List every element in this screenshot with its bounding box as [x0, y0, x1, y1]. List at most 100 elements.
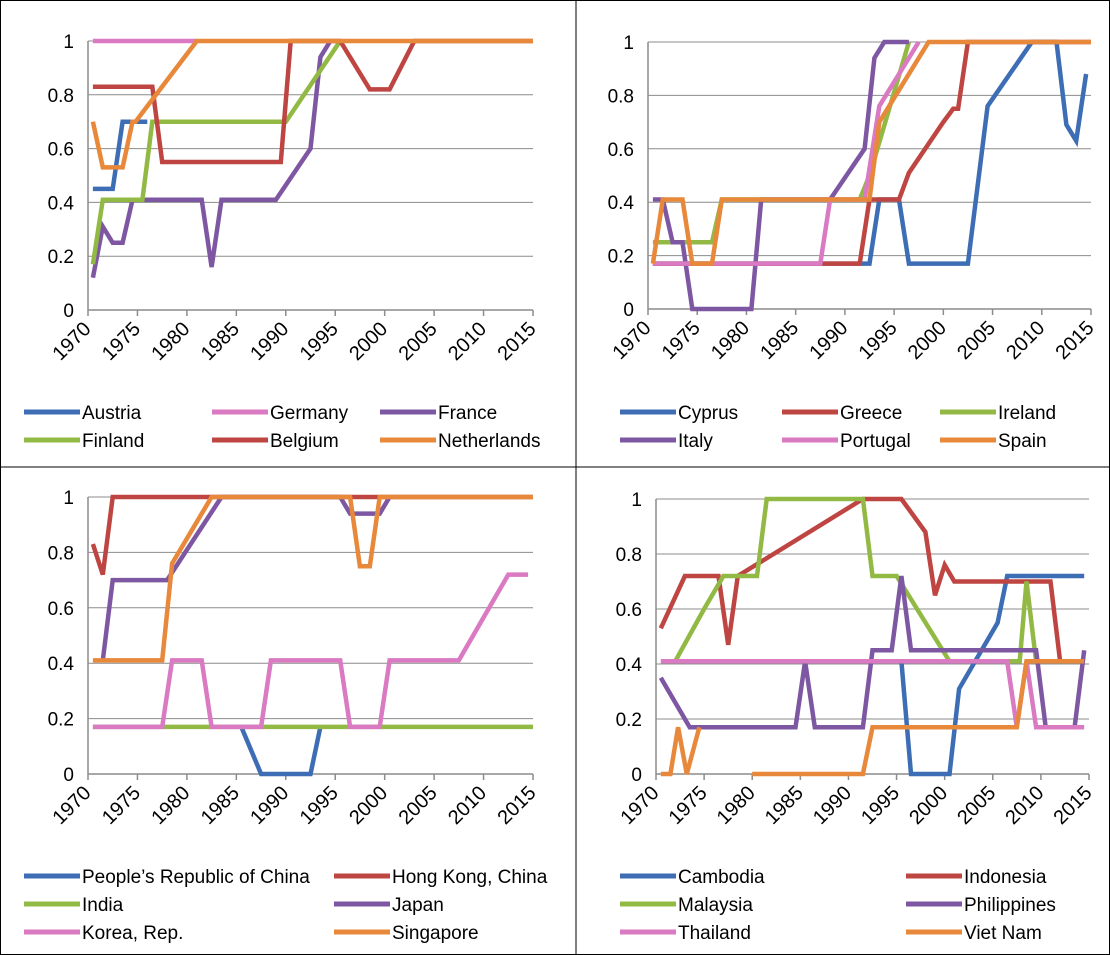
x-tick-label: 1980 — [713, 782, 760, 829]
x-tick-label: 2010 — [444, 782, 491, 829]
series-line — [90, 38, 533, 170]
x-tick-label: 2015 — [494, 782, 541, 829]
series-line — [652, 41, 912, 245]
x-tick-label: 1995 — [296, 782, 343, 829]
x-tick-label: 1975 — [665, 782, 712, 829]
y-tick-label: 1 — [63, 32, 74, 53]
series-line — [90, 39, 343, 265]
x-tick-label: 1985 — [761, 782, 808, 829]
x-tick-label: 1990 — [805, 317, 852, 364]
x-tick-label: 1980 — [147, 782, 194, 829]
y-tick-label: 0.2 — [48, 247, 74, 268]
series-line — [100, 494, 392, 661]
legend-item: India — [24, 895, 124, 916]
series-line — [90, 39, 333, 279]
legend-label: Malaysia — [678, 895, 753, 916]
legend-label: Viet Nam — [964, 923, 1042, 944]
y-tick-label: 0.4 — [48, 193, 75, 214]
legend-label: Finland — [82, 431, 144, 452]
series-line — [673, 496, 1039, 664]
legend-item: Netherlands — [380, 431, 540, 452]
y-tick-label: 0 — [623, 300, 634, 321]
x-tick-label: 1990 — [246, 782, 293, 829]
x-tick-label: 1970 — [49, 318, 96, 365]
x-tick-label: 1990 — [809, 782, 856, 829]
x-tick-label: 1990 — [246, 318, 293, 365]
legend-label: Germany — [270, 403, 349, 424]
legend-item: People’s Republic of China — [24, 867, 310, 888]
legend-label: Belgium — [270, 431, 339, 452]
legend-label: India — [82, 895, 124, 916]
legend-label: Italy — [678, 431, 713, 452]
x-tick-label: 2005 — [395, 318, 442, 365]
y-tick-label: 0.2 — [48, 710, 74, 731]
y-tick-label: 0.2 — [616, 710, 642, 731]
x-tick-label: 1970 — [617, 782, 664, 829]
x-tick-label: 2010 — [444, 318, 491, 365]
x-tick-label: 2005 — [953, 317, 1000, 364]
x-tick-label: 2005 — [953, 782, 1000, 829]
legend-label: Hong Kong, China — [392, 867, 548, 888]
y-tick-label: 0.2 — [608, 247, 634, 268]
x-tick-label: 1975 — [658, 317, 705, 364]
x-tick-label: 1980 — [707, 317, 754, 364]
series-line — [752, 659, 1085, 777]
y-tick-label: 0.6 — [48, 140, 74, 161]
chart-panel-2: 0 0.2 0.4 0.6 0.8 1 1970 1975 1980 1985 1990 1995 20… — [608, 33, 1099, 452]
series-line — [239, 726, 323, 777]
y-tick-label: 0.6 — [608, 140, 634, 161]
legend-label: Japan — [392, 895, 444, 916]
legend-item: Malaysia — [620, 895, 753, 916]
legend-item: Belgium — [212, 431, 339, 452]
legend-item: Indonesia — [906, 867, 1047, 888]
y-tick-label: 0.8 — [608, 86, 634, 107]
x-tick-label: 1975 — [98, 318, 145, 365]
x-tick-label: 1975 — [98, 782, 145, 829]
x-tick-label: 1970 — [609, 317, 656, 364]
legend-item: Viet Nam — [906, 923, 1042, 944]
legend-label: Korea, Rep. — [82, 923, 183, 944]
legend-label: Ireland — [998, 403, 1056, 424]
x-tick-label: 1995 — [857, 782, 904, 829]
series-line — [658, 496, 1085, 664]
legend-item: Cambodia — [620, 867, 765, 888]
series-line — [650, 39, 1091, 266]
series-line — [660, 726, 702, 777]
x-tick-label: 2015 — [1050, 782, 1097, 829]
y-tick-label: 0 — [63, 301, 74, 322]
x-tick-label: 2000 — [905, 782, 952, 829]
legend-item: Cyprus — [620, 403, 738, 424]
x-tick-label: 1985 — [197, 782, 244, 829]
legend-label: France — [438, 403, 497, 424]
x-tick-label: 1985 — [756, 317, 803, 364]
series-line — [652, 39, 1089, 266]
legend-item: Germany — [212, 403, 349, 424]
x-tick-label: 1995 — [855, 317, 902, 364]
legend-item: Japan — [334, 895, 444, 916]
legend-item: Spain — [940, 431, 1047, 452]
legend-label: Philippines — [964, 895, 1056, 916]
legend-label: Thailand — [678, 923, 751, 944]
series-line — [899, 573, 1085, 777]
y-tick-label: 1 — [623, 33, 634, 54]
x-tick-label: 2010 — [1002, 317, 1049, 364]
x-tick-label: 1980 — [147, 318, 194, 365]
y-tick-label: 0.4 — [608, 193, 635, 214]
x-tick-label: 2005 — [395, 782, 442, 829]
x-tick-label: 2000 — [345, 318, 392, 365]
series-line — [652, 39, 909, 312]
x-tick-label: 2000 — [345, 782, 392, 829]
x-tick-label: 1995 — [296, 318, 343, 365]
y-tick-label: 0.6 — [48, 599, 74, 620]
series-line — [90, 494, 533, 576]
y-tick-label: 1 — [63, 488, 74, 509]
legend-label: Portugal — [840, 431, 911, 452]
legend-item: France — [380, 403, 497, 424]
legend-item: Italy — [620, 431, 713, 452]
series-line — [92, 572, 529, 730]
y-tick-label: 0 — [631, 765, 642, 786]
